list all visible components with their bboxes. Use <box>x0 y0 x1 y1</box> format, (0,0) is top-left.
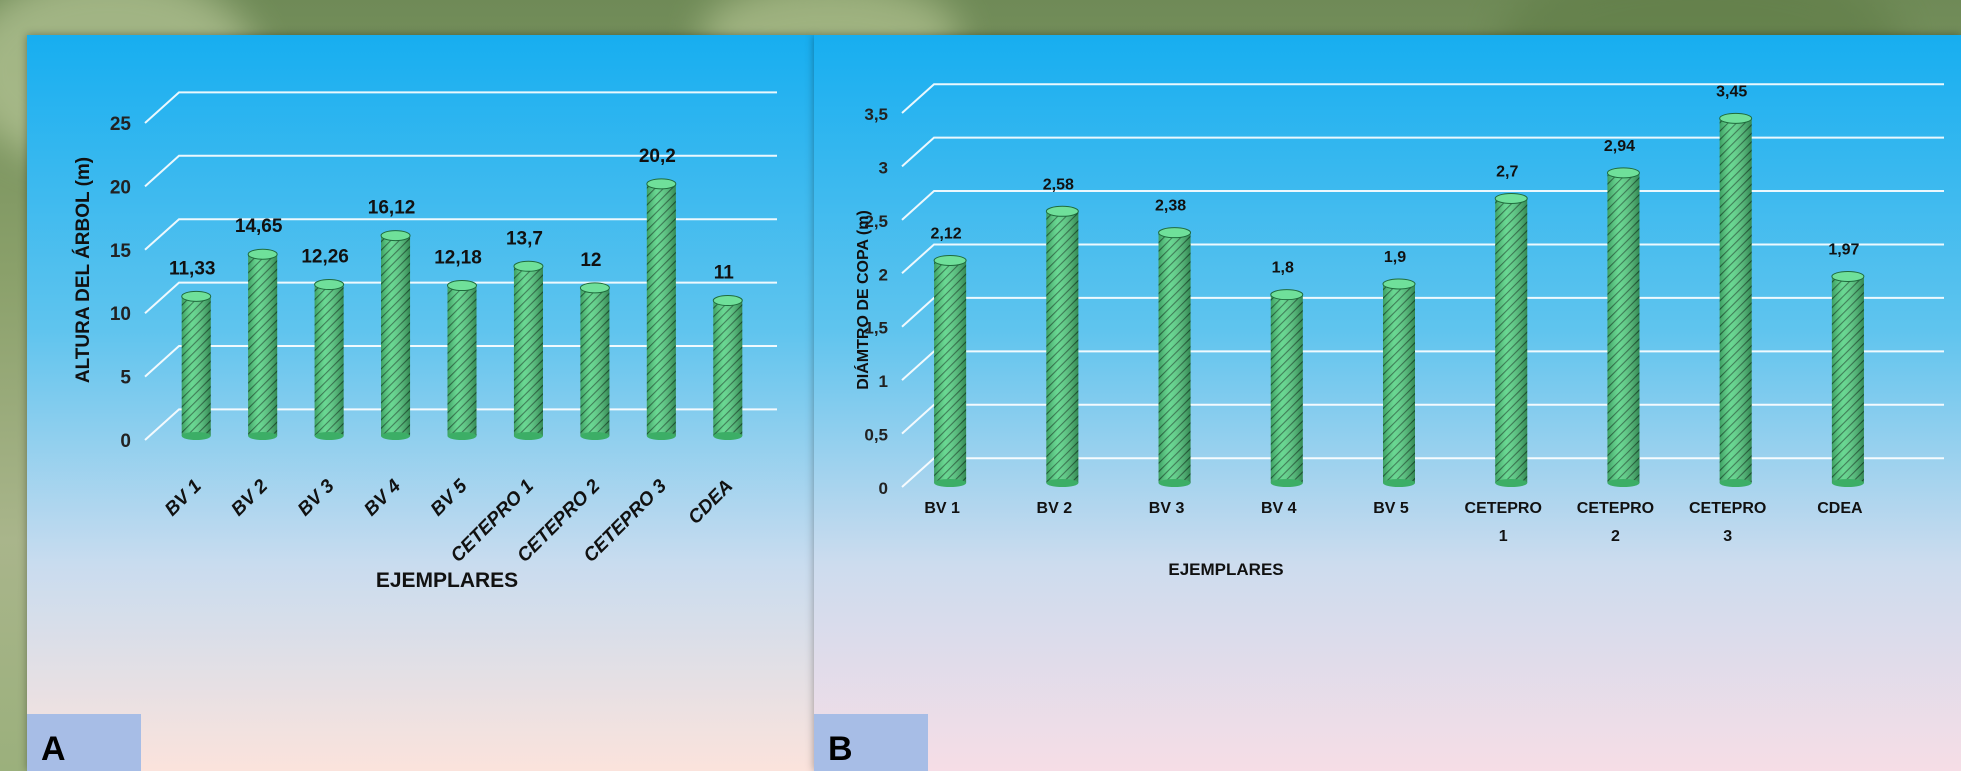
data-label: 13,7 <box>506 228 543 249</box>
bar-5 <box>1382 278 1416 487</box>
data-label: 3,45 <box>1716 83 1747 100</box>
bar-1 <box>181 290 212 440</box>
x-axis-label: EJEMPLARES <box>1168 560 1283 579</box>
y-axis-label: DIÁMTRO DE COPA (m) <box>853 210 872 390</box>
gridline <box>901 136 1944 168</box>
x-tick-label: BV 5 <box>427 475 472 520</box>
chart-panel-a: 0 5 10 15 20 25 11,33 BV 1 14,65 BV 2 12,26 BV 3 16,… <box>27 35 814 771</box>
x-tick-label: BV 1 <box>924 500 960 517</box>
bar-8 <box>646 178 677 440</box>
bar-7 <box>1606 167 1640 487</box>
data-label: 16,12 <box>368 198 416 219</box>
gridline <box>901 350 1944 381</box>
chart-panel-b: 0 0,5 1 1,5 2 2,5 3 3,5 2,12 BV 1 2,58 BV 2 2,38 BV 3… <box>814 35 1961 771</box>
x-tick-label: BV 3 <box>294 475 339 520</box>
gridline <box>901 457 1944 488</box>
chart-a-svg: 0 5 10 15 20 25 11,33 BV 1 14,65 BV 2 12,26 BV 3 16,… <box>72 91 777 592</box>
x-tick-label: CETEPRO 1 <box>1465 500 1542 545</box>
y-tick-label: 1,5 <box>864 319 888 338</box>
x-tick-label: BV 4 <box>1261 500 1297 517</box>
bar-9 <box>712 295 743 440</box>
data-label: 11 <box>714 263 735 284</box>
gridline <box>901 243 1944 275</box>
y-tick-label: 10 <box>110 304 131 325</box>
y-tick-label: 0,5 <box>864 426 888 445</box>
data-label: 1,97 <box>1828 241 1859 258</box>
data-label: 12,26 <box>301 247 349 268</box>
data-label: 2,94 <box>1604 138 1635 155</box>
x-tick-label: BV 1 <box>161 476 206 521</box>
bar-8 <box>1719 112 1753 487</box>
data-label: 20,2 <box>639 146 676 167</box>
y-tick-label: 15 <box>110 241 132 262</box>
y-tick-label: 2 <box>879 265 888 284</box>
y-tick-label: 5 <box>120 368 131 389</box>
bar-7 <box>579 282 610 440</box>
data-label: 1,9 <box>1384 249 1406 266</box>
chart-b-svg: 0 0,5 1 1,5 2 2,5 3 3,5 2,12 BV 1 2,58 BV 2 2,38 BV 3… <box>853 83 1944 579</box>
gridline <box>901 190 1944 221</box>
gridline <box>901 296 1944 328</box>
x-tick-label: CDEA <box>1817 500 1863 517</box>
x-tick-label: CETEPRO 2 <box>1577 500 1654 545</box>
y-tick-label: 25 <box>110 114 132 135</box>
y-tick-label: 1 <box>879 372 888 391</box>
gridline <box>144 408 777 441</box>
data-label: 2,58 <box>1043 176 1074 193</box>
x-tick-label: BV 2 <box>227 475 272 520</box>
data-label: 2,38 <box>1155 198 1186 215</box>
data-label: 11,33 <box>169 258 216 279</box>
x-tick-label: BV 5 <box>1373 500 1409 517</box>
bar-1 <box>933 254 967 487</box>
gridline <box>901 83 1944 114</box>
gridline <box>144 154 777 188</box>
bar-4 <box>380 230 411 440</box>
bar-5 <box>447 280 477 440</box>
bar-6 <box>1494 192 1528 487</box>
gridline <box>144 345 777 378</box>
bar-2 <box>247 248 278 440</box>
bar-4 <box>1270 289 1304 487</box>
y-tick-label: 20 <box>110 177 131 198</box>
panel-label-b: B <box>814 714 928 771</box>
x-axis-label: EJEMPLARES <box>376 569 518 592</box>
y-tick-label: 3 <box>879 158 888 177</box>
x-tick-label: CDEA <box>684 476 737 529</box>
bar-9 <box>1831 270 1865 487</box>
x-tick-label: BV 2 <box>1037 500 1073 517</box>
y-tick-label: 0 <box>120 431 131 452</box>
gridline <box>144 218 777 251</box>
data-label: 14,65 <box>235 216 283 237</box>
data-label: 2,12 <box>931 225 962 242</box>
panel-label-a: A <box>27 714 141 771</box>
y-tick-label: 3,5 <box>864 105 888 124</box>
gridline <box>901 403 1944 435</box>
data-label: 12 <box>580 250 601 271</box>
bar-3 <box>1158 227 1192 487</box>
bar-6 <box>513 260 544 440</box>
data-label: 12,18 <box>434 248 482 269</box>
bar-3 <box>314 279 345 440</box>
y-tick-label: 0 <box>879 479 888 498</box>
x-tick-label: BV 3 <box>1149 500 1185 517</box>
bar-2 <box>1045 205 1079 487</box>
gridline <box>144 91 777 124</box>
y-tick-label: 2,5 <box>864 212 888 231</box>
x-tick-label: CETEPRO 3 <box>1689 500 1766 545</box>
data-label: 1,8 <box>1272 260 1294 277</box>
data-label: 2,7 <box>1496 163 1518 180</box>
gridline <box>144 281 777 314</box>
x-tick-label: BV 4 <box>360 475 405 520</box>
y-axis-label: ALTURA DEL ÁRBOL (m) <box>72 157 94 383</box>
